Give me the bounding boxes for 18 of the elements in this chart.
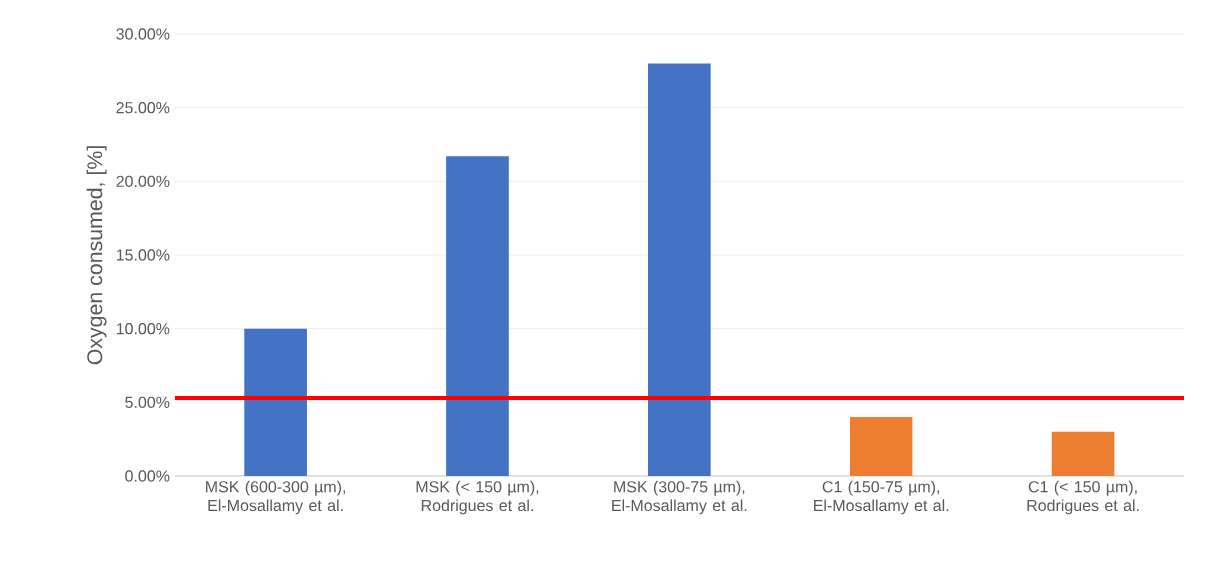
y-tick-label: 20.00% (116, 175, 170, 187)
x-tick-label: MSK (< 150 µm), Rodrigues et al. (416, 480, 539, 515)
x-tick-label: MSK (600-300 µm), El-Mosallamy et al. (206, 480, 345, 515)
y-tick-label: 30.00% (116, 28, 170, 40)
y-tick-label: 10.00% (116, 323, 170, 335)
bar (849, 417, 913, 476)
x-tick-label: MSK (300-75 µm), El-Mosallamy et al. (612, 480, 747, 515)
y-tick-label: 0.00% (125, 470, 170, 482)
bar (1051, 431, 1115, 476)
x-tick-label: C1 (< 150 µm), Rodrigues et al. (1027, 480, 1139, 515)
bar (244, 328, 307, 476)
y-tick-label: 25.00% (116, 102, 170, 114)
bar (648, 63, 711, 476)
y-tick-label: 15.00% (116, 249, 170, 261)
y-tick-label: 5.00% (125, 396, 170, 408)
x-tick-label: C1 (150-75 µm), El-Mosallamy et al. (814, 480, 949, 515)
bar (446, 156, 509, 476)
y-axis-title: Oxygen consumed, [%] (86, 146, 107, 365)
